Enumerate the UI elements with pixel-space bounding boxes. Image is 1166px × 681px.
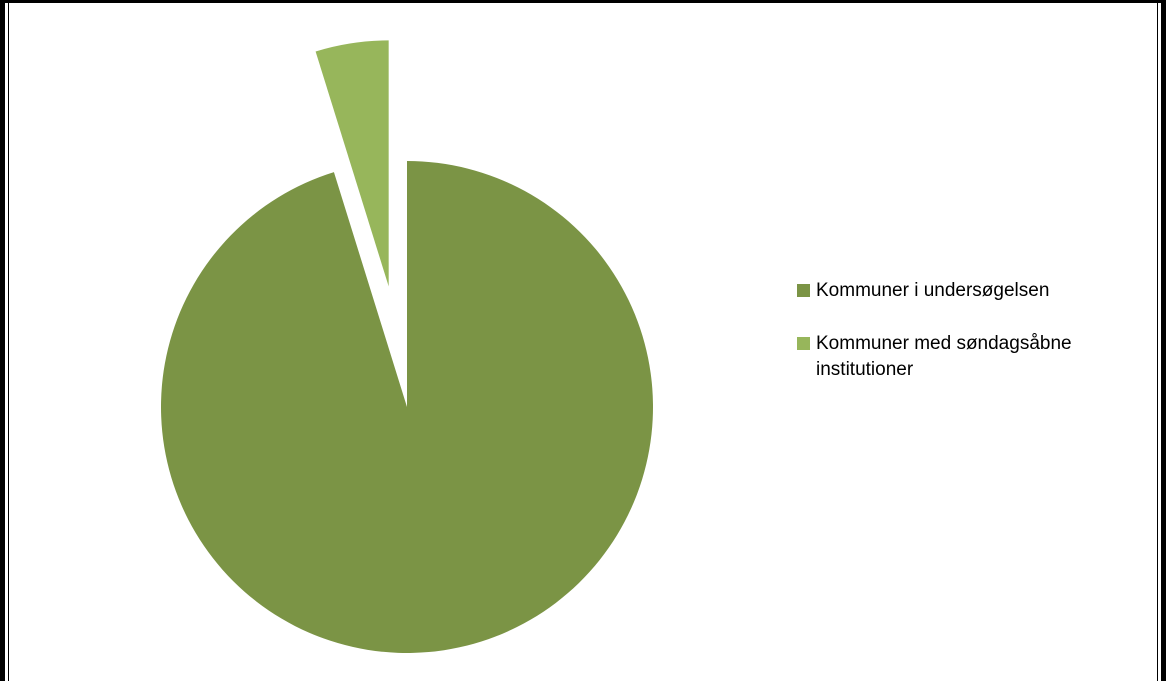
pie-slice-0 — [160, 161, 653, 653]
legend-label: Kommuner i undersøgelsen — [816, 280, 1050, 301]
legend-label: Kommuner med søndagsåbne institutioner — [816, 333, 1072, 380]
pie-slice-1 — [315, 40, 389, 287]
pie-slices — [160, 40, 653, 653]
legend-item-kommuner-i-undersogelsen: Kommuner i undersøgelsen — [797, 278, 1147, 304]
legend-swatch — [797, 284, 810, 297]
chart-legend: Kommuner i undersøgelsen Kommuner med sø… — [797, 278, 1147, 410]
legend-swatch — [797, 337, 810, 350]
chart-frame-inner — [8, 3, 1158, 681]
legend-item-kommuner-med-sondagsabne: Kommuner med søndagsåbne institutioner — [797, 331, 1147, 383]
